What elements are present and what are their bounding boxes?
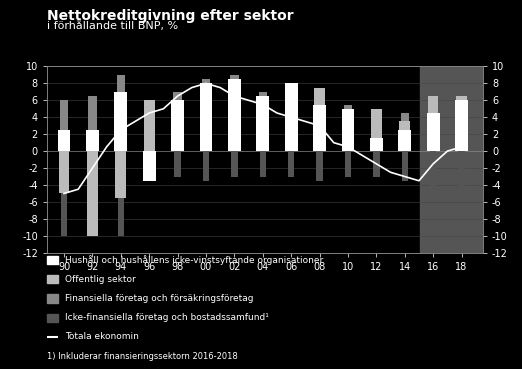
Bar <box>372 130 381 151</box>
Bar <box>199 83 212 151</box>
Bar <box>171 100 184 151</box>
Bar <box>428 96 438 151</box>
Bar <box>172 104 183 151</box>
Bar <box>146 151 152 181</box>
Bar <box>89 151 96 219</box>
Bar <box>203 151 209 181</box>
Bar <box>87 151 98 236</box>
Bar <box>287 87 295 151</box>
Bar <box>258 92 267 151</box>
Bar <box>231 151 238 176</box>
Bar <box>343 104 352 151</box>
Bar <box>456 96 467 151</box>
Bar <box>458 151 465 193</box>
Bar <box>173 92 182 151</box>
Bar <box>399 121 410 151</box>
Text: Icke-finansiella företag och bostadssamfund¹: Icke-finansiella företag och bostadssamf… <box>65 313 269 322</box>
Bar <box>429 96 437 151</box>
Bar <box>288 151 294 176</box>
Bar <box>259 151 266 176</box>
Bar <box>427 113 440 151</box>
Bar <box>316 151 323 181</box>
Text: 1) Inkluderar finansieringssektorn 2016-2018: 1) Inkluderar finansieringssektorn 2016-… <box>47 352 238 361</box>
Bar <box>341 109 354 151</box>
Bar <box>57 130 70 151</box>
Bar <box>60 100 68 151</box>
Bar <box>229 83 240 151</box>
Bar <box>116 75 125 151</box>
Bar <box>455 100 468 151</box>
Bar <box>228 79 241 151</box>
Bar <box>201 79 210 151</box>
Bar <box>430 151 436 193</box>
Bar <box>401 151 408 181</box>
Text: Offentlig sektor: Offentlig sektor <box>65 275 136 284</box>
Bar <box>400 113 409 151</box>
Bar <box>286 96 296 151</box>
Bar <box>114 92 127 151</box>
Text: Hushåll och hushållens icke-vinstsyftande organisationer: Hushåll och hushållens icke-vinstsyftand… <box>65 255 323 265</box>
Bar <box>256 96 269 151</box>
Bar <box>257 100 268 151</box>
Bar <box>230 75 239 151</box>
Bar <box>285 83 298 151</box>
Text: Nettokreditgivning efter sektor: Nettokreditgivning efter sektor <box>47 9 293 23</box>
Text: Totala ekonomin: Totala ekonomin <box>65 332 139 341</box>
Text: Finansiella företag och försäkringsföretag: Finansiella företag och försäkringsföret… <box>65 294 253 303</box>
Bar <box>398 130 411 151</box>
Bar <box>420 66 483 253</box>
Bar <box>313 104 326 151</box>
Bar <box>457 96 466 151</box>
Bar <box>88 96 97 151</box>
Bar <box>174 151 181 176</box>
Bar <box>315 104 324 151</box>
Bar <box>342 113 353 151</box>
Bar <box>144 100 155 151</box>
Bar <box>373 151 379 176</box>
Bar <box>314 87 325 151</box>
Bar <box>371 109 382 151</box>
Text: i förhållande till BNP, %: i förhållande till BNP, % <box>47 20 178 31</box>
Bar <box>115 151 126 198</box>
Bar <box>58 151 69 193</box>
Bar <box>143 151 156 181</box>
Bar <box>200 87 211 151</box>
Bar <box>86 130 99 151</box>
Bar <box>345 151 351 176</box>
Bar <box>117 151 124 236</box>
Bar <box>61 151 67 236</box>
Bar <box>145 100 153 151</box>
Bar <box>370 138 383 151</box>
